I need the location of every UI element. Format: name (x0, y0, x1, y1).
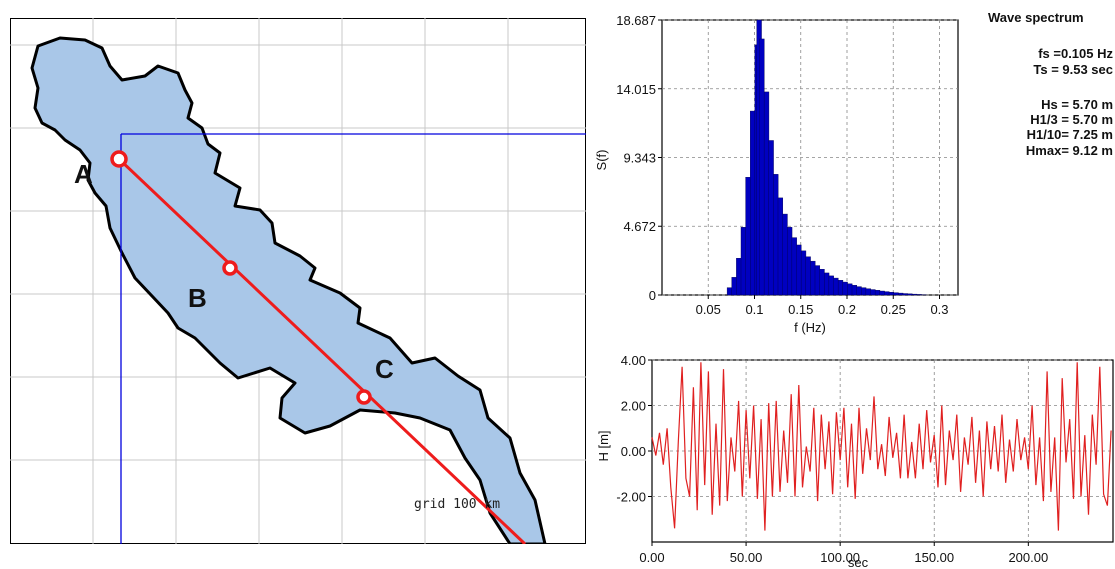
spectrum-bar (884, 291, 890, 296)
spectrum-bars (726, 19, 927, 296)
spectrum-bar (763, 91, 770, 296)
spectrum-bar (870, 289, 876, 296)
info-h110: H1/10= 7.25 m (1027, 127, 1113, 142)
wave-y-tick-label: 0.00 (621, 444, 646, 459)
spectrum-bar (898, 292, 904, 296)
info-fs: fs =0.105 Hz (1038, 46, 1113, 61)
spectrum-bar (893, 292, 899, 296)
spectrum-bar (773, 174, 779, 296)
wave-y-tick-label: -2.00 (616, 490, 646, 505)
spectrum-chart[interactable]: 0.05 0.1 0.15 0.2 0.25 0.3 0 4.672 9.343 14.015 1… (596, 0, 1115, 340)
spectrum-bar (800, 250, 807, 296)
spectrum-bar (759, 38, 765, 296)
spectrum-bar (740, 227, 747, 296)
spectrum-bar (837, 280, 844, 296)
point-b-label: B (188, 283, 207, 313)
spectrum-bar (814, 265, 821, 296)
spectrum-y-axis-label: S(f) (596, 150, 609, 171)
spectrum-bar (856, 286, 862, 296)
spectrum-bar (861, 287, 867, 296)
wave-y-ticks: -2.00 0.00 2.00 4.00 (616, 353, 652, 505)
spectrum-bar (819, 269, 825, 296)
spectrum-bar (805, 256, 811, 296)
spectrum-x-tick-label: 0.25 (881, 302, 906, 317)
spectrum-bar (787, 227, 793, 296)
spectrum-x-ticks: 0.05 0.1 0.15 0.2 0.25 0.3 (696, 295, 949, 317)
spectrum-y-tick-label: 9.343 (623, 151, 656, 166)
spectrum-bar (736, 258, 742, 296)
spectrum-bar (824, 272, 830, 296)
spectrum-y-tick-label: 14.015 (616, 82, 656, 97)
spectrum-y-tick-label: 0 (649, 288, 656, 303)
spectrum-bar (726, 287, 733, 296)
spectrum-bar (791, 237, 797, 296)
point-a-marker[interactable] (110, 150, 128, 168)
spectrum-x-tick-label: 0.15 (788, 302, 813, 317)
wave-elevation-series (651, 362, 1112, 531)
info-h13: H1/3 = 5.70 m (1030, 112, 1113, 127)
spectrum-x-tick-label: 0.1 (745, 302, 763, 317)
wave-x-axis-label: sec (848, 555, 869, 569)
spectrum-y-tick-label: 4.672 (623, 219, 656, 234)
wave-y-axis-label: H [m] (596, 430, 611, 461)
spectrum-bar (768, 140, 774, 296)
spectrum-bar (842, 281, 848, 296)
spectrum-bar (796, 244, 802, 296)
spectrum-bar (745, 177, 751, 296)
spectrum-bar (902, 293, 908, 296)
map-canvas[interactable]: A B C grid 100 km (10, 18, 586, 544)
wave-record-panel: 0.00 50.00 100.00 150.00 200.00 -2.00 0.00 2.0… (596, 340, 1115, 569)
spectrum-y-ticks: 0 4.672 9.343 14.015 18.687 (616, 13, 662, 303)
info-hmax: Hmax= 9.12 m (1026, 143, 1113, 158)
spectrum-x-tick-label: 0.3 (930, 302, 948, 317)
spectrum-bar (750, 110, 756, 296)
spectrum-bar (851, 285, 858, 296)
spectrum-bar (907, 293, 913, 296)
wave-x-tick-label: 100.00 (820, 550, 860, 565)
map-panel: A B C grid 100 km (10, 18, 586, 544)
spectrum-bar (782, 213, 788, 296)
spectrum-bar (777, 197, 784, 296)
wave-y-tick-label: 2.00 (621, 399, 646, 414)
spectrum-title: Wave spectrum (988, 10, 1084, 25)
wave-x-ticks: 0.00 50.00 100.00 150.00 200.00 (639, 542, 1048, 565)
spectrum-bar (911, 293, 918, 296)
transect-line (117, 157, 527, 544)
spectrum-y-tick-label: 18.687 (616, 13, 656, 28)
wave-y-tick-label: 4.00 (621, 353, 646, 368)
spectrum-panel: 0.05 0.1 0.15 0.2 0.25 0.3 0 4.672 9.343 14.015 1… (596, 0, 1115, 340)
wave-x-tick-label: 150.00 (914, 550, 954, 565)
spectrum-x-tick-label: 0.05 (696, 302, 721, 317)
spectrum-bar (731, 277, 737, 296)
spectrum-bar (847, 283, 853, 296)
spectrum-x-axis-label: f (Hz) (794, 320, 826, 335)
wave-record-chart[interactable]: 0.00 50.00 100.00 150.00 200.00 -2.00 0.00 2.0… (596, 340, 1115, 569)
spectrum-bar (916, 294, 922, 296)
spectrum-bar (879, 290, 885, 296)
spectrum-bar (865, 288, 871, 296)
spectrum-bar (828, 275, 834, 296)
point-a-label: A (74, 159, 93, 189)
grid-scale-label: grid 100 km (414, 497, 500, 512)
spectrum-bar (833, 277, 839, 296)
point-c-marker[interactable] (356, 389, 372, 405)
wave-x-tick-label: 0.00 (639, 550, 664, 565)
wave-x-tick-label: 200.00 (1008, 550, 1048, 565)
wave-x-tick-label: 50.00 (730, 550, 763, 565)
spectrum-bar (810, 260, 816, 296)
spectrum-bar (888, 292, 895, 296)
point-b-marker[interactable] (222, 260, 238, 276)
info-ts: Ts = 9.53 sec (1033, 62, 1113, 77)
spectrum-x-tick-label: 0.2 (838, 302, 856, 317)
point-c-label: C (375, 354, 394, 384)
sea-area (30, 36, 547, 544)
spectrum-bar (874, 290, 881, 296)
info-hs: Hs = 5.70 m (1041, 97, 1113, 112)
